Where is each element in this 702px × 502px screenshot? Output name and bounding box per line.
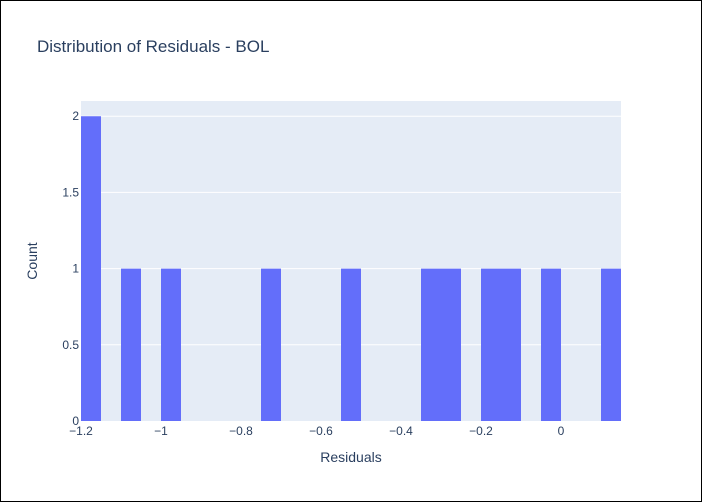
x-tick-label: −1 [154, 424, 168, 438]
x-tick-label: −0.4 [389, 424, 413, 438]
y-tick-label: 1.5 [62, 185, 79, 199]
histogram-bar[interactable] [161, 268, 181, 421]
y-tick-label: 0.5 [62, 338, 79, 352]
histogram-bar[interactable] [121, 268, 141, 421]
bars [81, 116, 621, 421]
histogram-bar[interactable] [81, 116, 101, 421]
x-axis-ticks: −1.2 −1 −0.8 −0.6 −0.4 −0.2 0 [69, 424, 565, 438]
x-tick-label: −0.6 [309, 424, 333, 438]
y-axis-title: Count [24, 242, 40, 279]
y-tick-label: 1 [72, 262, 79, 276]
x-tick-label: −1.2 [69, 424, 93, 438]
x-tick-label: 0 [558, 424, 565, 438]
histogram-bar[interactable] [601, 268, 621, 421]
x-tick-label: −0.2 [469, 424, 493, 438]
histogram-bar[interactable] [501, 268, 521, 421]
histogram-bar[interactable] [441, 268, 461, 421]
chart-title: Distribution of Residuals - BOL [37, 37, 269, 56]
histogram-bar[interactable] [341, 268, 361, 421]
x-tick-label: −0.8 [229, 424, 253, 438]
y-tick-label: 0 [72, 414, 79, 428]
histogram-bar[interactable] [481, 268, 501, 421]
histogram-bar[interactable] [261, 268, 281, 421]
x-axis-title: Residuals [320, 449, 381, 465]
y-axis-ticks: 0 0.5 1 1.5 2 [62, 109, 79, 428]
y-tick-label: 2 [72, 109, 79, 123]
histogram-bar[interactable] [421, 268, 441, 421]
histogram-bar[interactable] [541, 268, 561, 421]
